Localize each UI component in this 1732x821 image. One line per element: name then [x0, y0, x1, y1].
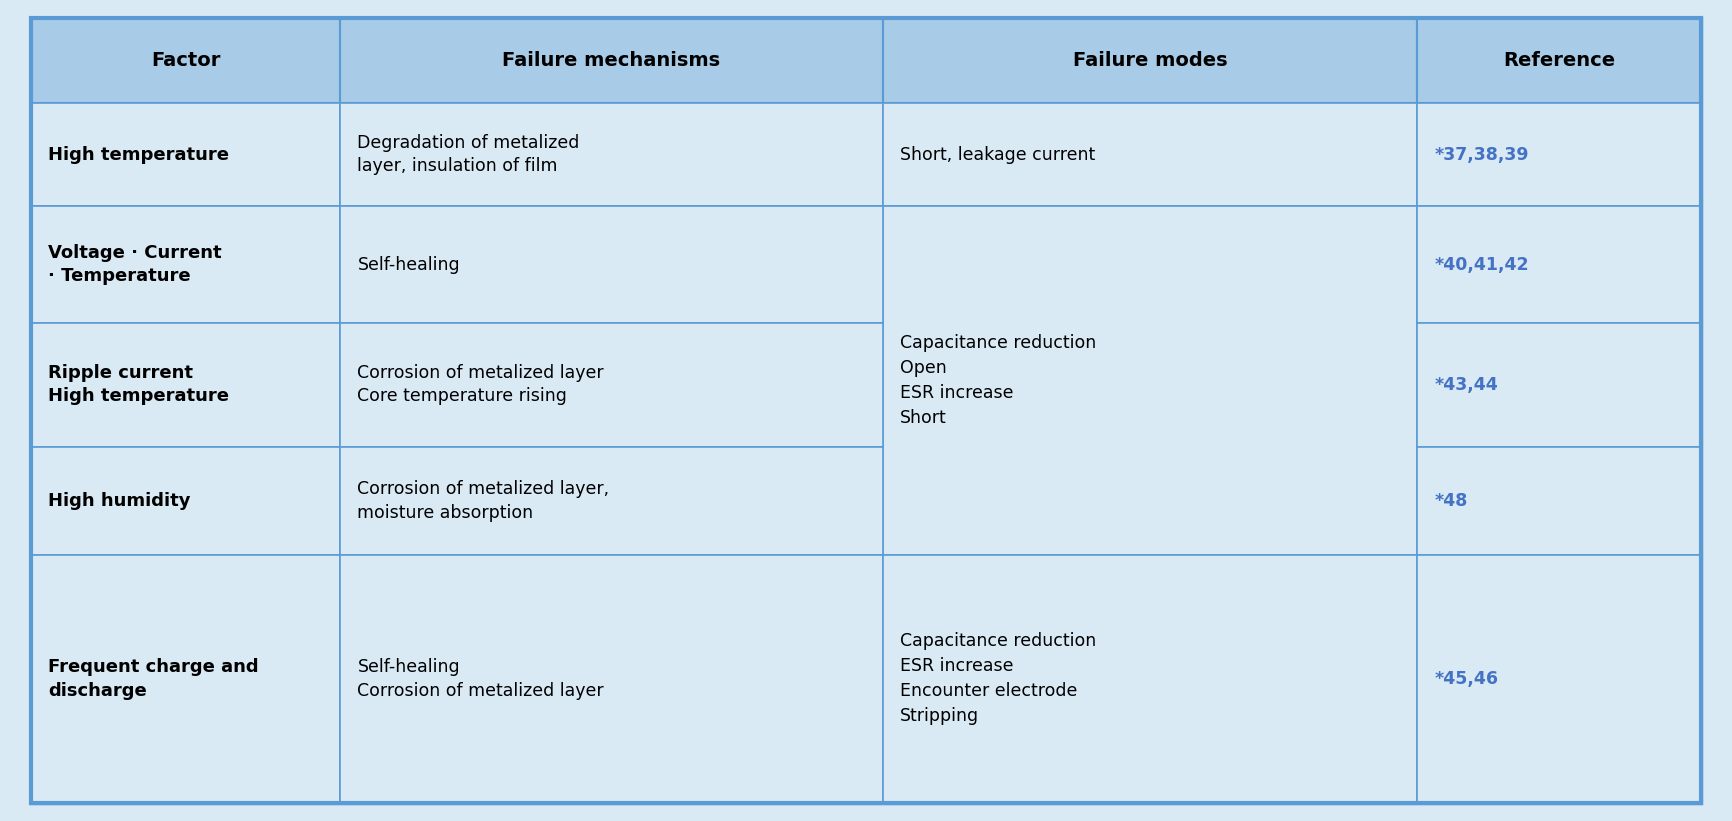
Text: Factor: Factor	[151, 51, 220, 70]
Text: Self-healing
Corrosion of metalized layer: Self-healing Corrosion of metalized laye…	[357, 658, 604, 699]
Bar	[31, 206, 339, 323]
Bar	[339, 103, 883, 206]
Text: Voltage · Current
· Temperature: Voltage · Current · Temperature	[48, 244, 222, 286]
Bar	[1417, 323, 1701, 447]
Text: Short, leakage current: Short, leakage current	[901, 145, 1095, 163]
Bar	[1417, 555, 1701, 803]
Text: Reference: Reference	[1503, 51, 1614, 70]
Bar	[339, 206, 883, 323]
Bar	[883, 206, 1417, 555]
Text: High temperature: High temperature	[48, 145, 230, 163]
Bar	[1417, 18, 1701, 103]
Text: Corrosion of metalized layer,
moisture absorption: Corrosion of metalized layer, moisture a…	[357, 480, 610, 521]
Bar	[883, 18, 1417, 103]
Text: Ripple current
High temperature: Ripple current High temperature	[48, 364, 230, 406]
Bar	[339, 555, 883, 803]
Bar	[31, 555, 339, 803]
Bar	[339, 323, 883, 447]
Text: Degradation of metalized
layer, insulation of film: Degradation of metalized layer, insulati…	[357, 134, 580, 176]
Bar	[339, 18, 883, 103]
Bar	[31, 18, 339, 103]
Bar	[31, 447, 339, 555]
Text: Failure modes: Failure modes	[1072, 51, 1228, 70]
Text: Self-healing: Self-healing	[357, 255, 461, 273]
Bar	[1417, 447, 1701, 555]
Text: *45,46: *45,46	[1434, 670, 1498, 688]
Bar	[883, 555, 1417, 803]
Text: Frequent charge and
discharge: Frequent charge and discharge	[48, 658, 260, 699]
Text: *43,44: *43,44	[1434, 375, 1498, 393]
Bar	[339, 447, 883, 555]
Text: Failure mechanisms: Failure mechanisms	[502, 51, 721, 70]
Bar	[31, 103, 339, 206]
Bar	[1417, 103, 1701, 206]
Bar	[1417, 206, 1701, 323]
Text: Corrosion of metalized layer
Core temperature rising: Corrosion of metalized layer Core temper…	[357, 364, 604, 406]
Text: *37,38,39: *37,38,39	[1434, 145, 1529, 163]
Text: *40,41,42: *40,41,42	[1434, 255, 1529, 273]
Bar	[883, 103, 1417, 206]
Text: High humidity: High humidity	[48, 492, 191, 510]
Bar	[31, 323, 339, 447]
Text: Capacitance reduction
Open
ESR increase
Short: Capacitance reduction Open ESR increase …	[901, 334, 1096, 427]
Text: *48: *48	[1434, 492, 1467, 510]
Text: Capacitance reduction
ESR increase
Encounter electrode
Stripping: Capacitance reduction ESR increase Encou…	[901, 632, 1096, 726]
